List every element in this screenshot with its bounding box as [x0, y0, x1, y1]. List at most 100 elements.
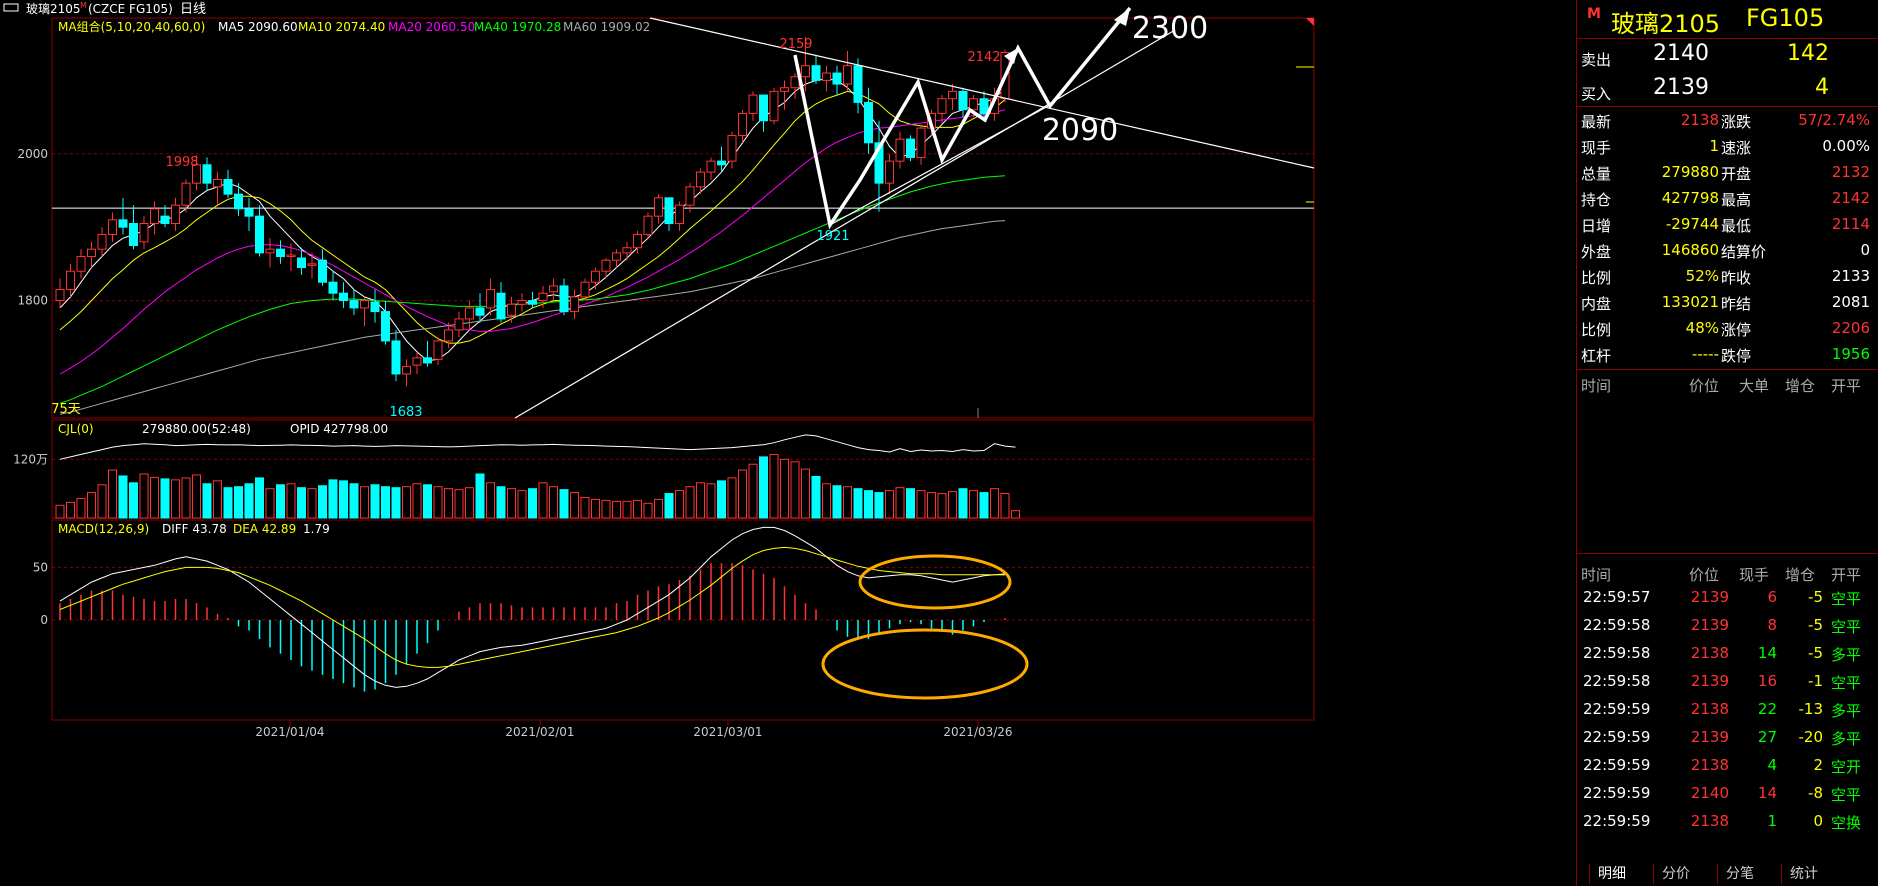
volume-bar	[66, 501, 75, 519]
highlight-ellipse	[821, 628, 1029, 700]
volume-bar	[895, 487, 905, 519]
stat-label: 最新	[1581, 113, 1612, 131]
stat-label: 速涨	[1721, 139, 1752, 157]
volume-bar	[360, 486, 369, 519]
candle-body	[486, 289, 495, 309]
volume-bar	[927, 492, 936, 519]
candle-body	[276, 248, 285, 258]
candle-body	[454, 318, 464, 331]
candle-body	[234, 193, 243, 210]
bid-row[interactable]: 买入 2139 4	[1577, 73, 1878, 107]
stat-label: 总量	[1581, 165, 1612, 183]
ask-row[interactable]: 卖出 2140 142	[1577, 39, 1878, 73]
price-tick-label: 2000	[17, 147, 48, 161]
volume-bar	[139, 473, 149, 519]
candle-body	[769, 90, 779, 122]
stat-value: 57/2.74%	[1798, 111, 1870, 129]
candle-body	[55, 289, 65, 302]
volume-bar	[675, 490, 684, 519]
volume-bar	[339, 480, 348, 519]
trade-price: 2138	[1690, 644, 1729, 662]
candle-body	[790, 76, 800, 89]
volume-bar	[318, 485, 327, 519]
col-price: 价位	[1689, 377, 1720, 395]
candle-body	[181, 182, 191, 206]
candle-body	[864, 101, 873, 144]
tab-tick[interactable]: 分笔	[1717, 864, 1762, 884]
volume-bar	[801, 468, 810, 519]
x-tick-label: 2021/01/04	[255, 725, 324, 739]
candle-body	[979, 98, 989, 114]
volume-bar	[937, 493, 947, 519]
trade-price: 2140	[1690, 784, 1729, 802]
stat-label: 涨跌	[1721, 113, 1752, 131]
stat-value: 2206	[1831, 319, 1870, 337]
volume-bar	[969, 490, 978, 519]
stat-label: 昨收	[1721, 269, 1752, 287]
tab-detail[interactable]: 明细	[1589, 864, 1634, 884]
kline-chart-svg[interactable]: 玻璃2105 M (CZCE FG105) 日线 1800 2000 1998 1683 215…	[0, 0, 1574, 886]
trade-row[interactable]: 22:59:57 2139 6 -5 空平	[1577, 584, 1878, 612]
stat-value: 0.00%	[1822, 137, 1870, 155]
quote-title: M 玻璃2105 FG105	[1583, 2, 1878, 38]
open-interest-value: OPID 427798.00	[290, 422, 388, 436]
volume-bar	[412, 483, 422, 519]
candle-body	[255, 215, 264, 254]
volume-bar	[528, 488, 537, 519]
col-oi-change: 增仓	[1785, 566, 1816, 584]
trade-oi-change: 0	[1813, 812, 1823, 830]
volume-bar	[276, 484, 285, 519]
volume-bar	[633, 499, 642, 519]
divider	[1577, 553, 1878, 554]
trade-type: 多平	[1831, 702, 1862, 720]
candle-body	[559, 285, 569, 313]
period-selector[interactable]: 日线	[180, 2, 206, 17]
detail-tabs: 明细 分价 分笔 统计	[1577, 862, 1878, 886]
kline-chart-area[interactable]: 玻璃2105 M (CZCE FG105) 日线 1800 2000 1998 1683 215…	[0, 0, 1574, 886]
volume-bar	[475, 473, 485, 519]
open-interest-line	[59, 434, 1016, 460]
trade-row[interactable]: 22:59:58 2139 16 -1 空平	[1577, 668, 1878, 696]
volume-bar	[55, 504, 65, 519]
volume-bar	[255, 477, 264, 519]
candle-body	[339, 292, 348, 302]
trade-volume: 4	[1767, 756, 1777, 774]
candle-body	[433, 340, 443, 360]
trade-time: 22:59:59	[1583, 756, 1651, 774]
trade-row[interactable]: 22:59:58 2139 8 -5 空平	[1577, 612, 1878, 640]
volume-bar	[780, 458, 789, 519]
big-order-header: 时间 价位 大单 增仓 开平	[1577, 373, 1878, 397]
volume-bar	[297, 487, 306, 519]
col-open-close: 开平	[1831, 566, 1862, 584]
volume-bar	[990, 488, 999, 519]
trade-row[interactable]: 22:59:58 2138 14 -5 多平	[1577, 640, 1878, 668]
volume-legend-label[interactable]: CJL(0)	[58, 422, 94, 436]
volume-bar	[97, 484, 107, 519]
toolbar-market-flag: M	[80, 1, 87, 10]
volume-bar	[381, 486, 390, 519]
stat-label: 杠杆	[1581, 347, 1612, 365]
volume-bar	[979, 492, 989, 519]
trade-type: 空平	[1831, 618, 1862, 636]
stat-label: 最高	[1721, 191, 1752, 209]
candle-body	[244, 208, 254, 217]
candle-body	[748, 94, 758, 114]
trade-price: 2138	[1690, 812, 1729, 830]
ma-line-ma5	[59, 78, 1006, 362]
toolbar	[3, 3, 19, 12]
macd-legend-label[interactable]: MACD(12,26,9)	[58, 522, 149, 536]
trade-row[interactable]: 22:59:59 2139 27 -20 多平	[1577, 724, 1878, 752]
ma-legend-label[interactable]: MA组合(5,10,20,40,60,0)	[58, 19, 205, 34]
candle-body	[853, 65, 863, 103]
trade-row[interactable]: 22:59:59 2138 4 2 空开	[1577, 752, 1878, 780]
trade-oi-change: -5	[1808, 644, 1823, 662]
candle-body	[412, 357, 422, 366]
trade-row[interactable]: 22:59:59 2140 14 -8 空平	[1577, 780, 1878, 808]
tab-price[interactable]: 分价	[1653, 864, 1698, 884]
trade-row[interactable]: 22:59:59 2138 1 0 空换	[1577, 808, 1878, 836]
trade-volume: 27	[1757, 728, 1777, 746]
tab-stats[interactable]: 统计	[1781, 864, 1826, 884]
trade-row[interactable]: 22:59:59 2138 22 -13 多平	[1577, 696, 1878, 724]
candle-body	[423, 357, 432, 364]
volume-bar	[958, 488, 968, 519]
